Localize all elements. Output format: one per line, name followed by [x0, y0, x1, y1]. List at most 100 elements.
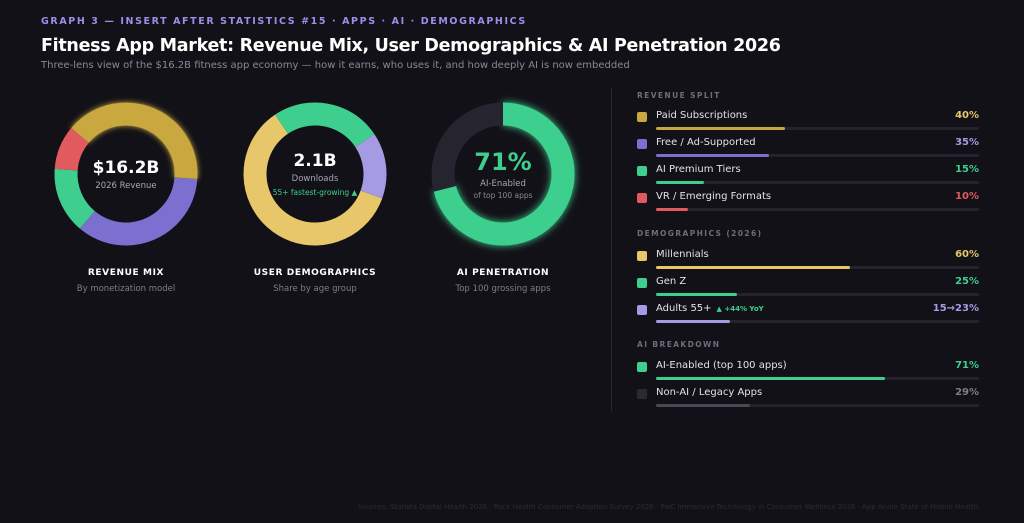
legend-label: Free / Ad-Supported [656, 137, 756, 148]
revenue-mix-title: REVENUE MIX [87, 268, 165, 278]
legend-label: Millennials [656, 249, 709, 260]
legend-label: Gen Z [656, 276, 686, 287]
legend-label-text: Gen Z [656, 276, 687, 287]
revenue-center-label: 2026 Revenue [95, 180, 157, 191]
page-title: Fitness App Market: Revenue Mix, User De… [41, 36, 781, 56]
legend-value: 60% [955, 249, 979, 260]
legend-value: 71% [955, 360, 979, 371]
legend-row: Gen Z 25% [637, 276, 979, 300]
legend-label: Non-AI / Legacy Apps [656, 387, 762, 398]
ai-penetration-title: AI PENETRATION [456, 268, 550, 278]
legend-label-text: Non-AI / Legacy Apps [656, 387, 763, 398]
legend-row: Free / Ad-Supported 35% [637, 137, 979, 161]
legend-bar-track [656, 154, 979, 157]
page-subtitle: Three-lens view of the $16.2B fitness ap… [41, 60, 630, 71]
legend-value: 15→23% [932, 303, 979, 314]
legend-swatch [637, 166, 647, 176]
ai-penetration-caption: AI PENETRATION Top 100 grossing apps [428, 268, 578, 294]
user-demographics-subtitle: Share by age group [273, 284, 357, 294]
legend-row: VR / Emerging Formats 10% [637, 191, 979, 215]
legend-bar-track [656, 181, 979, 184]
legend-bar-track [656, 377, 979, 380]
legend-label-text: Free / Ad-Supported [656, 137, 756, 148]
donut-slice-free-ad-supported [54, 102, 198, 246]
legend-bar-track [656, 127, 979, 130]
legend-swatch [637, 251, 647, 261]
legend-bar-fill [656, 293, 737, 296]
legend-swatch [637, 389, 647, 399]
legend-row: AI Premium Tiers 15% [637, 164, 979, 188]
user-demographics-svg [243, 102, 387, 246]
ai-center-label: AI-Enabled [480, 179, 526, 189]
ai-penetration-svg [431, 102, 575, 246]
legend-row: Millennials 60% [637, 249, 979, 273]
legend-bar-track [656, 320, 979, 323]
graph-kicker: GRAPH 3 — INSERT AFTER STATISTICS #15 · … [41, 16, 527, 27]
demographics-center-value: 2.1B [293, 151, 337, 171]
legend-swatch [637, 305, 647, 315]
legend-row: Non-AI / Legacy Apps 29% [637, 387, 979, 411]
user-demographics-title: USER DEMOGRAPHICS [253, 268, 377, 278]
legend-section-heading: AI BREAKDOWN [637, 340, 721, 349]
legend-bar-fill [656, 154, 770, 157]
legend-bar-fill [656, 377, 886, 380]
legend-value: 35% [955, 137, 979, 148]
donut-slice-gen-z [243, 102, 387, 246]
legend-value: 29% [955, 387, 979, 398]
demographics-center-note: 55+ fastest-growing ▲ [272, 188, 358, 197]
legend-bar-track [656, 266, 979, 269]
user-demographics-caption: USER DEMOGRAPHICS Share by age group [240, 268, 390, 294]
legend-bar-fill [656, 208, 689, 211]
legend-value: 25% [955, 276, 979, 287]
legend-bar-fill [656, 181, 705, 184]
donut-slice-non-ai-legacy-apps [431, 102, 575, 246]
legend-section-heading: DEMOGRAPHICS (2026) [637, 229, 763, 238]
legend-bar-track [656, 404, 979, 407]
legend-label-text: AI-Enabled (top 100 apps) [656, 360, 787, 371]
legend-label: AI-Enabled (top 100 apps) [656, 360, 787, 371]
legend-value: 10% [955, 191, 979, 202]
legend-section-heading: REVENUE SPLIT [637, 91, 721, 100]
legend-label-text: Adults 55+ [656, 303, 712, 314]
ai-center-note: of top 100 apps [473, 191, 533, 200]
legend-label-text: Paid Subscriptions [656, 110, 748, 121]
donut-slice-vr-emerging-formats [54, 102, 198, 246]
revenue-mix-caption: REVENUE MIX By monetization model [51, 268, 201, 294]
legend-bar-track [656, 293, 979, 296]
legend-label-text: AI Premium Tiers [656, 164, 741, 175]
legend-bar-fill [656, 404, 750, 407]
legend-swatch [637, 139, 647, 149]
legend-label: Adults 55+ ▲ +44% YoY [656, 303, 764, 314]
legend-label: VR / Emerging Formats [656, 191, 771, 202]
legend-label: AI Premium Tiers [656, 164, 741, 175]
legend-bar-fill [656, 127, 786, 130]
legend-row: AI-Enabled (top 100 apps) 71% [637, 360, 979, 384]
legend-swatch [637, 362, 647, 372]
legend-row: Paid Subscriptions 40% [637, 110, 979, 134]
ai-center-value: 71% [474, 148, 532, 176]
sources-footnote: Sources: Statista Digital Health 2026 · … [357, 503, 978, 511]
growth-tag: ▲ +44% YoY [716, 305, 764, 313]
legend-label-text: Millennials [656, 249, 709, 260]
donut-slice-adults-55 [243, 102, 387, 246]
revenue-mix-svg [54, 102, 198, 246]
legend-value: 40% [955, 110, 979, 121]
revenue-mix-donut: $16.2B 2026 Revenue [51, 99, 201, 249]
revenue-mix-subtitle: By monetization model [76, 284, 176, 294]
legend-swatch [637, 112, 647, 122]
legend-label: Paid Subscriptions [656, 110, 747, 121]
revenue-center-value: $16.2B [92, 157, 160, 178]
legend-swatch [637, 278, 647, 288]
legend-bar-fill [656, 320, 731, 323]
ai-penetration-donut: 71% AI-Enabled of top 100 apps [428, 99, 578, 249]
legend-bar-track [656, 208, 979, 211]
demographics-center-label: Downloads [291, 174, 339, 184]
legend-row: Adults 55+ ▲ +44% YoY 15→23% [637, 303, 979, 327]
user-demographics-donut: 2.1B Downloads 55+ fastest-growing ▲ [240, 99, 390, 249]
legend-label-text: VR / Emerging Formats [656, 191, 772, 202]
ai-penetration-subtitle: Top 100 grossing apps [455, 284, 551, 294]
panel-divider [611, 88, 612, 411]
legend-swatch [637, 193, 647, 203]
legend-bar-fill [656, 266, 850, 269]
legend-value: 15% [955, 164, 979, 175]
